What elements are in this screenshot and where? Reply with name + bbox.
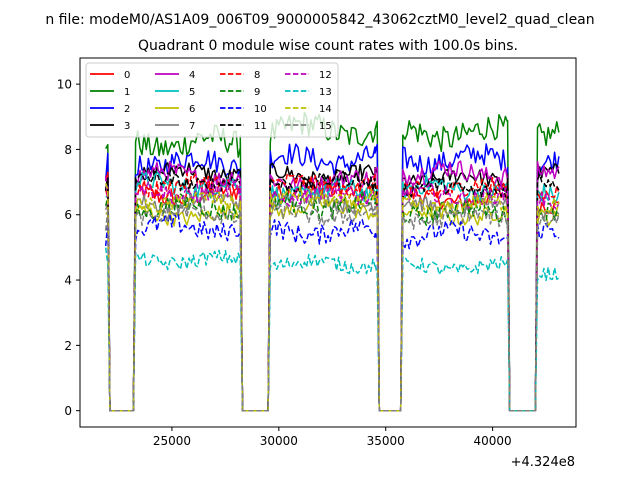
series-line-11 bbox=[104, 170, 560, 412]
axes-frame bbox=[79, 57, 577, 428]
legend-label-4: 4 bbox=[189, 70, 195, 81]
series-line-6 bbox=[105, 196, 560, 412]
series-line-13 bbox=[104, 247, 560, 412]
legend-label-11: 11 bbox=[254, 121, 267, 132]
legend-label-2: 2 bbox=[124, 104, 130, 115]
legend-label-15: 15 bbox=[319, 121, 332, 132]
legend-box bbox=[85, 62, 339, 138]
y-tick-label: 6 bbox=[64, 208, 72, 222]
figure-suptitle: n file: modeM0/AS1A09_006T09_9000005842_… bbox=[45, 12, 594, 28]
series-line-4 bbox=[105, 160, 560, 412]
legend-label-9: 9 bbox=[254, 87, 260, 98]
legend-label-5: 5 bbox=[189, 87, 195, 98]
series-line-9 bbox=[104, 190, 560, 412]
y-tick-label: 10 bbox=[57, 78, 72, 92]
y-tick-label: 2 bbox=[64, 339, 72, 353]
legend-label-13: 13 bbox=[319, 87, 332, 98]
series-line-10 bbox=[104, 213, 560, 412]
chart-title: Quadrant 0 module wise count rates with … bbox=[138, 38, 518, 54]
series-line-12 bbox=[104, 176, 560, 412]
legend-label-1: 1 bbox=[124, 87, 130, 98]
series-line-8 bbox=[104, 171, 560, 412]
y-tick-label: 8 bbox=[64, 143, 72, 157]
legend-label-7: 7 bbox=[189, 121, 195, 132]
x-tick-label: 35000 bbox=[367, 434, 405, 448]
legend-label-3: 3 bbox=[124, 121, 130, 132]
legend-label-8: 8 bbox=[254, 70, 260, 81]
y-tick-label: 0 bbox=[64, 404, 72, 418]
x-tick-label: 30000 bbox=[260, 434, 298, 448]
series-line-15 bbox=[104, 202, 560, 412]
legend-label-0: 0 bbox=[124, 70, 130, 81]
series-line-5 bbox=[105, 171, 560, 412]
x-tick-label: 25000 bbox=[153, 434, 191, 448]
x-offset-label: +4.324e8 bbox=[511, 455, 575, 470]
x-tick-label: 40000 bbox=[474, 434, 512, 448]
legend-label-6: 6 bbox=[189, 104, 195, 115]
plot-area bbox=[104, 111, 560, 412]
y-tick-label: 4 bbox=[64, 274, 72, 288]
legend-label-10: 10 bbox=[254, 104, 267, 115]
legend-label-14: 14 bbox=[319, 104, 332, 115]
series-line-14 bbox=[104, 183, 560, 412]
legend-label-12: 12 bbox=[319, 70, 332, 81]
